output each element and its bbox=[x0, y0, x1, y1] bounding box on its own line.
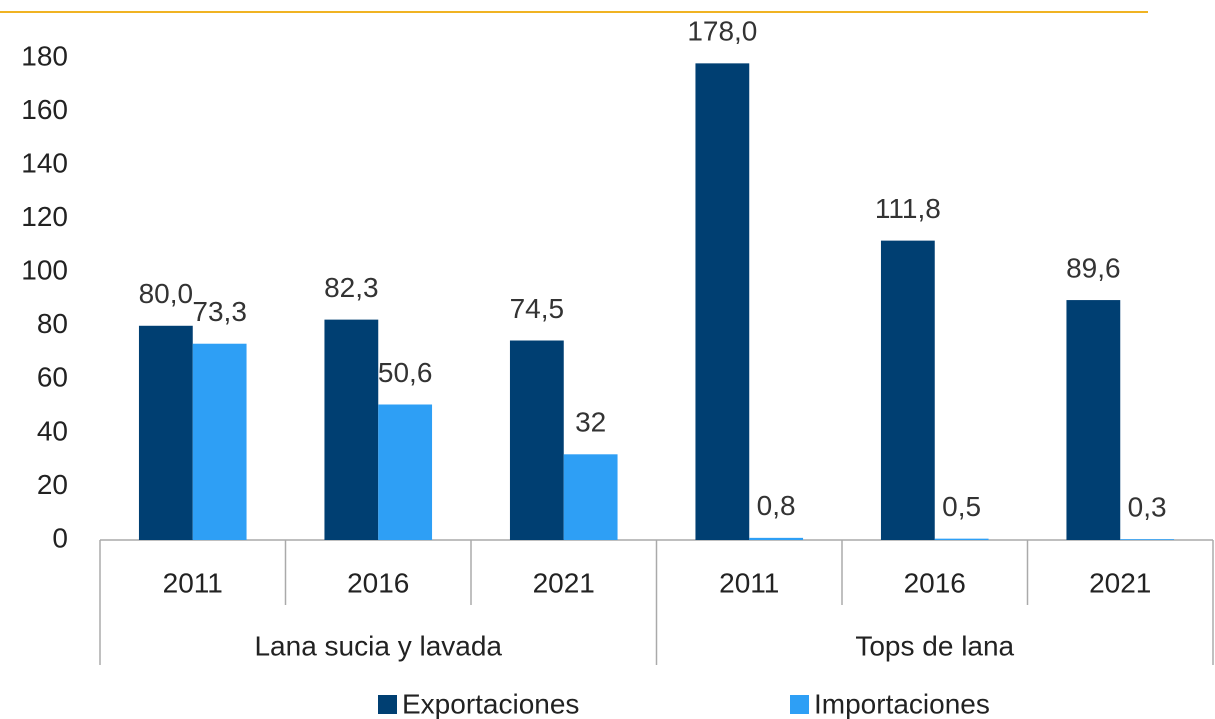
y-tick-label: 160 bbox=[21, 94, 68, 125]
data-label: 0,8 bbox=[757, 490, 796, 521]
bar bbox=[138, 325, 193, 540]
bar bbox=[563, 454, 618, 540]
group-label: Tops de lana bbox=[855, 630, 1014, 661]
legend-label: Exportaciones bbox=[402, 688, 579, 719]
y-tick-label: 40 bbox=[37, 415, 68, 446]
data-label: 82,3 bbox=[324, 272, 379, 303]
bar bbox=[695, 63, 750, 540]
data-label: 111,8 bbox=[875, 193, 941, 224]
data-label: 0,3 bbox=[1128, 492, 1167, 523]
data-label: 0,5 bbox=[942, 491, 981, 522]
data-label: 80,0 bbox=[139, 278, 194, 309]
y-tick-label: 0 bbox=[52, 522, 68, 553]
data-label: 178,0 bbox=[687, 16, 757, 47]
bar bbox=[1066, 300, 1121, 540]
x-tick-label: 2016 bbox=[904, 567, 966, 598]
bar bbox=[324, 319, 379, 540]
y-tick-label: 20 bbox=[37, 469, 68, 500]
x-tick-label: 2011 bbox=[163, 567, 223, 598]
y-tick-label: 140 bbox=[21, 148, 68, 179]
bar bbox=[749, 537, 804, 540]
legend-label: Importaciones bbox=[814, 688, 990, 719]
y-tick-label: 180 bbox=[21, 40, 68, 71]
legend-swatch bbox=[790, 695, 809, 714]
x-tick-label: 2011 bbox=[719, 567, 779, 598]
y-tick-label: 80 bbox=[37, 308, 68, 339]
x-tick-label: 2021 bbox=[533, 567, 595, 598]
data-label: 74,5 bbox=[510, 293, 565, 324]
x-tick-label: 2021 bbox=[1089, 567, 1151, 598]
bar bbox=[934, 538, 989, 540]
bar bbox=[880, 240, 935, 540]
group-label: Lana sucia y lavada bbox=[254, 630, 502, 661]
data-label: 73,3 bbox=[192, 296, 247, 327]
y-tick-label: 100 bbox=[21, 255, 68, 286]
bar bbox=[192, 343, 247, 540]
data-label: 32 bbox=[575, 407, 606, 438]
legend-swatch bbox=[378, 695, 397, 714]
data-label: 50,6 bbox=[378, 357, 433, 388]
bar bbox=[1120, 539, 1175, 540]
x-tick-label: 2016 bbox=[347, 567, 409, 598]
y-tick-label: 60 bbox=[37, 362, 68, 393]
data-label: 89,6 bbox=[1066, 252, 1121, 283]
bar bbox=[509, 340, 564, 540]
y-tick-label: 120 bbox=[21, 201, 68, 232]
bar bbox=[378, 404, 433, 540]
